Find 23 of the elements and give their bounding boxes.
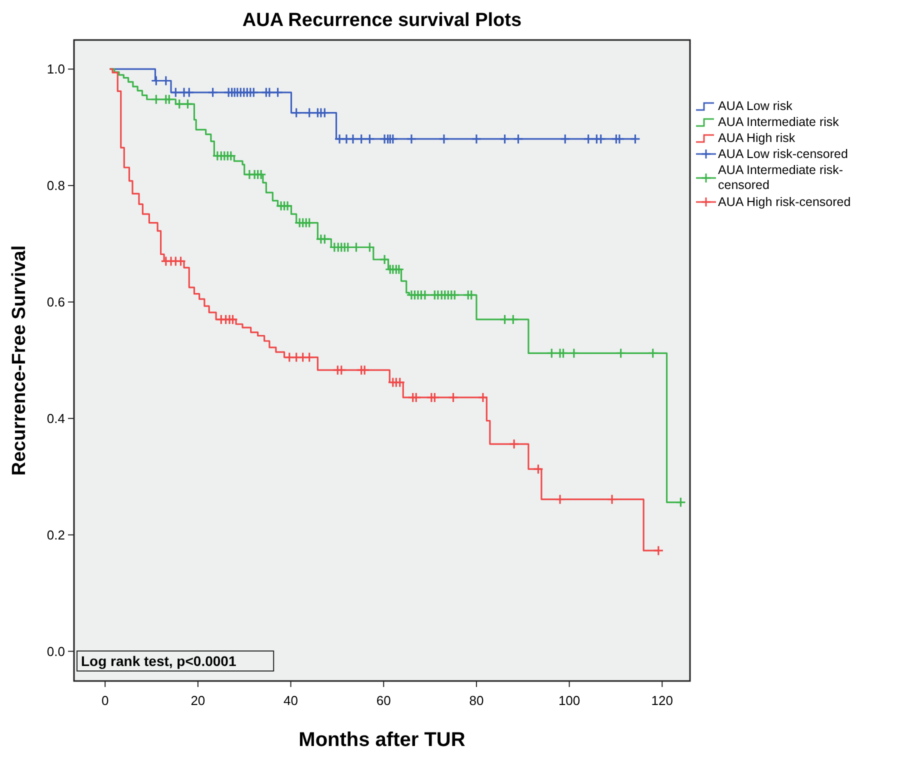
y-tick-label: 0.2 (46, 527, 65, 542)
x-axis-title: Months after TUR (298, 729, 466, 751)
chart-title: AUA Recurrence survival Plots (242, 10, 522, 31)
y-tick-label: 1.0 (46, 62, 65, 77)
legend-label: AUA Intermediate risk (718, 115, 840, 129)
x-tick-label: 60 (376, 693, 391, 708)
legend-label: AUA High risk (718, 131, 796, 145)
y-tick-label: 0.0 (46, 644, 65, 659)
x-tick-label: 20 (190, 693, 206, 708)
y-tick-label: 0.6 (46, 294, 65, 310)
y-tick-label: 0.8 (46, 178, 65, 194)
x-tick-label: 120 (651, 693, 673, 708)
x-tick-label: 100 (558, 693, 580, 708)
legend-label: AUA Low risk-censored (718, 147, 848, 161)
annotation: Log rank test, p<0.0001 (81, 653, 236, 669)
y-tick-label: 0.4 (46, 410, 65, 426)
legend-label: AUA Low risk (718, 99, 794, 113)
y-axis-title: Recurrence-Free Survival (9, 245, 30, 476)
x-tick-label: 0 (101, 693, 109, 708)
x-tick-label: 40 (284, 693, 298, 708)
legend-label: AUA Intermediate risk-censored (718, 163, 844, 192)
legend-label: AUA High risk-censored (718, 195, 851, 209)
x-tick-label: 80 (469, 693, 484, 708)
